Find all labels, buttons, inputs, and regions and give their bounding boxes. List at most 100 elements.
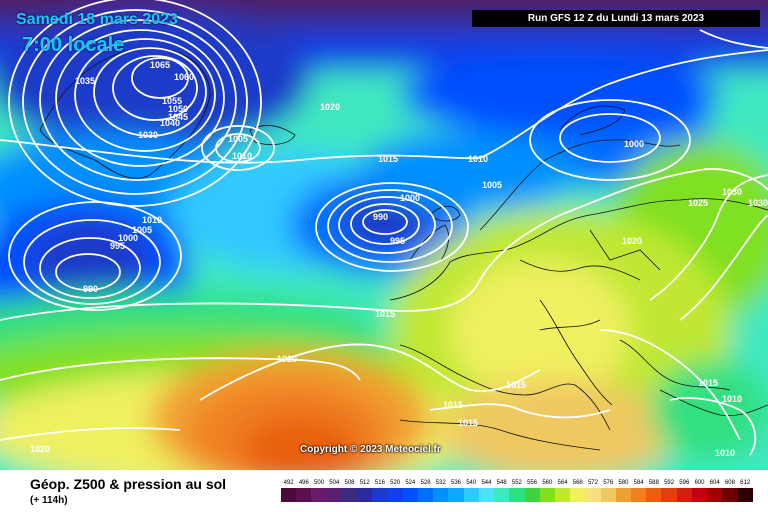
isobar-label: 1045 bbox=[168, 112, 188, 122]
isobar-label: 995 bbox=[390, 236, 405, 246]
weather-map: 1065 1060 1055 1050 1045 1040 1035 1030 … bbox=[0, 0, 768, 470]
isobar-label: 1010 bbox=[468, 154, 488, 164]
isobar-label: 1015 bbox=[443, 400, 463, 410]
isobar-label: 1025 bbox=[688, 198, 708, 208]
map-footer: Géop. Z500 & pression au sol (+ 114h) 49… bbox=[0, 470, 768, 512]
legend-value: 612 bbox=[740, 480, 751, 486]
legend-swatch bbox=[402, 488, 418, 502]
forecast-date: Samedi 18 mars 2023 bbox=[16, 11, 178, 28]
legend-swatch bbox=[585, 488, 601, 502]
forecast-time: 7:00 locale bbox=[22, 34, 125, 56]
isobar-label: 995 bbox=[110, 241, 125, 251]
isobar-label: 1040 bbox=[160, 118, 180, 128]
legend-swatch bbox=[417, 488, 434, 502]
legend-swatch bbox=[357, 488, 373, 502]
isobar-label: 1020 bbox=[277, 354, 297, 364]
legend-value: 532 bbox=[435, 480, 446, 486]
isobar-label: 1000 bbox=[400, 193, 420, 203]
legend-labels: 492 496 500 504 508 512 516 520 524 528 532 536 540 5… bbox=[281, 478, 753, 488]
legend-swatch bbox=[676, 488, 692, 502]
legend-value: 496 bbox=[298, 480, 309, 486]
forecast-range: (+ 114h) bbox=[30, 495, 68, 506]
legend-value: 528 bbox=[420, 480, 431, 486]
legend-swatch bbox=[494, 488, 510, 502]
legend-swatch bbox=[631, 488, 647, 502]
legend-value: 500 bbox=[314, 480, 325, 486]
coastlines bbox=[39, 47, 768, 451]
legend-swatch bbox=[341, 488, 358, 502]
isobar-label: 1015 bbox=[698, 378, 718, 388]
copyright-notice: Copyright © 2023 Meteociel.fr bbox=[300, 444, 441, 455]
legend-swatch bbox=[539, 488, 555, 502]
isobar-label: 1005 bbox=[132, 225, 152, 235]
legend-swatch bbox=[387, 488, 403, 502]
legend-value: 604 bbox=[709, 480, 720, 486]
legend-swatch bbox=[372, 488, 388, 502]
legend-value: 600 bbox=[694, 480, 705, 486]
isobar-label: 1030 bbox=[138, 130, 158, 140]
legend-value: 572 bbox=[587, 480, 598, 486]
legend-swatch bbox=[311, 488, 327, 502]
legend-value: 492 bbox=[283, 480, 294, 486]
legend-swatch bbox=[296, 488, 312, 502]
legend-value: 596 bbox=[679, 480, 690, 486]
legend-swatch bbox=[661, 488, 677, 502]
legend-value: 564 bbox=[557, 480, 568, 486]
legend-swatch bbox=[448, 488, 464, 502]
legend-value: 536 bbox=[451, 480, 462, 486]
isobar-label: 1065 bbox=[150, 60, 170, 70]
legend-swatch bbox=[707, 488, 723, 502]
legend-value: 568 bbox=[572, 480, 583, 486]
legend-value: 584 bbox=[633, 480, 644, 486]
legend-value: 516 bbox=[374, 480, 385, 486]
isobar-label: 1030 bbox=[748, 198, 768, 208]
isobar-label: 1055 bbox=[162, 96, 182, 106]
legend-value: 512 bbox=[359, 480, 370, 486]
legend-swatch bbox=[478, 488, 495, 502]
isobar-label: 1015 bbox=[378, 154, 398, 164]
legend-swatch bbox=[524, 488, 540, 502]
isobar-label: 1000 bbox=[118, 233, 138, 243]
isobar-label: 990 bbox=[373, 212, 388, 222]
legend-swatch bbox=[326, 488, 342, 502]
isobar-label: 1005 bbox=[482, 180, 502, 190]
legend-value: 556 bbox=[527, 480, 538, 486]
isobar-label: 1010 bbox=[715, 448, 735, 458]
legend-value: 588 bbox=[648, 480, 659, 486]
isobar-label: 1020 bbox=[30, 444, 50, 454]
legend-value: 544 bbox=[481, 480, 492, 486]
legend-swatch bbox=[433, 488, 449, 502]
isobar-label: 1005 bbox=[228, 134, 248, 144]
isobar-label: 1020 bbox=[622, 236, 642, 246]
legend-value: 576 bbox=[603, 480, 614, 486]
legend-swatch bbox=[646, 488, 662, 502]
legend-value: 524 bbox=[405, 480, 416, 486]
legend-swatch bbox=[615, 488, 632, 502]
isobar-label: 990 bbox=[83, 284, 98, 294]
map-title: Géop. Z500 & pression au sol bbox=[30, 476, 227, 492]
isobar-label: 1010 bbox=[232, 151, 252, 161]
legend-value: 520 bbox=[390, 480, 401, 486]
isobar-labels: 1065 1060 1055 1050 1045 1040 1035 1030 … bbox=[30, 60, 768, 458]
model-run-banner: Run GFS 12 Z du Lundi 13 mars 2023 bbox=[472, 10, 760, 27]
legend-value: 560 bbox=[542, 480, 553, 486]
legend-swatch bbox=[509, 488, 525, 502]
legend-value: 548 bbox=[496, 480, 507, 486]
legend-value: 552 bbox=[511, 480, 522, 486]
legend-swatch bbox=[737, 488, 753, 502]
isobar-label: 1030 bbox=[722, 187, 742, 197]
legend-value: 508 bbox=[344, 480, 355, 486]
legend-swatch bbox=[281, 488, 297, 502]
isobar-label: 1050 bbox=[168, 104, 188, 114]
isobar-label: 1015 bbox=[458, 418, 478, 428]
isobar-label: 1015 bbox=[506, 380, 526, 390]
legend-swatch bbox=[570, 488, 586, 502]
legend-swatch bbox=[722, 488, 738, 502]
colour-scale-legend: 492 496 500 504 508 512 516 520 524 528 532 536 540 5… bbox=[281, 478, 753, 502]
isobars bbox=[0, 0, 768, 455]
legend-value: 592 bbox=[664, 480, 675, 486]
legend-swatch bbox=[554, 488, 571, 502]
isobar-label: 1000 bbox=[624, 139, 644, 149]
legend-value: 580 bbox=[618, 480, 629, 486]
